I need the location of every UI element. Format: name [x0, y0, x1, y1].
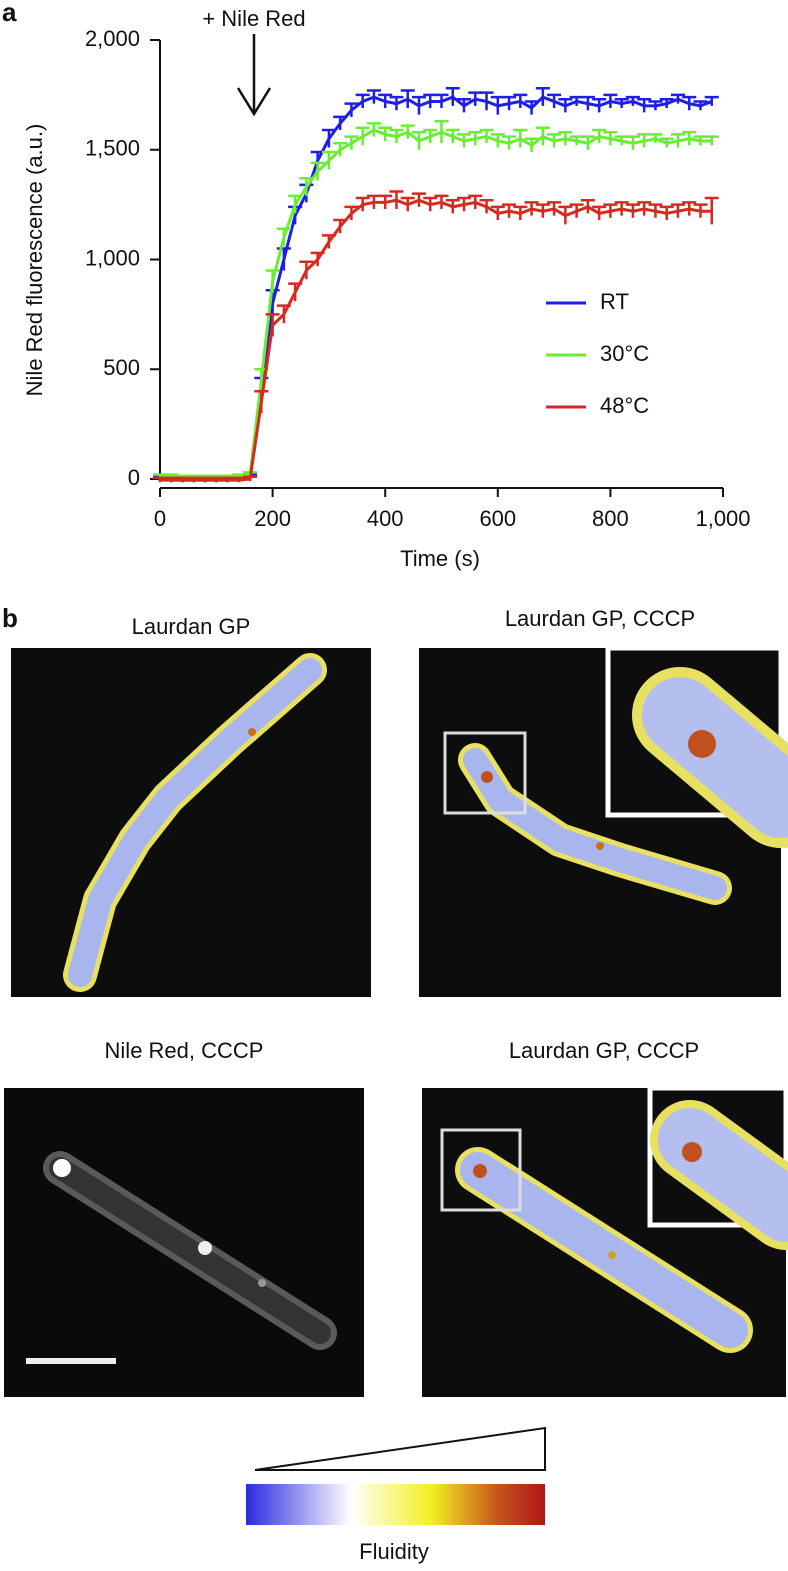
series-line [159, 95, 713, 482]
x-tick-label: 600 [479, 506, 516, 531]
y-axis-label: Nile Red fluorescence (a.u.) [22, 124, 47, 397]
series-line [160, 198, 712, 482]
panel-label: a [2, 0, 17, 27]
legend-label: 48°C [600, 393, 649, 418]
image-title: Laurdan GP, CCCP [509, 1038, 699, 1063]
colorbar-label: Fluidity [359, 1539, 429, 1564]
x-axis-label: Time (s) [400, 546, 480, 571]
colorbar [246, 1484, 545, 1525]
annotation: + Nile Red [202, 6, 305, 31]
image-title: Nile Red, CCCP [105, 1038, 264, 1063]
plot: 0 500 1,000 1,500 2,000 0 200 400 600 800 1,000 RT 3… [85, 26, 751, 531]
micrograph [422, 1085, 788, 1397]
x-tick-label: 200 [254, 506, 291, 531]
y-tick-label: 500 [103, 355, 140, 380]
micrograph [11, 648, 371, 997]
image-title: Laurdan GP [132, 614, 251, 639]
x-tick-label: 800 [592, 506, 629, 531]
x-tick-label: 1,000 [695, 506, 750, 531]
y-tick-label: 1,500 [85, 136, 140, 161]
series-line [160, 128, 712, 480]
x-tick-label: 400 [367, 506, 404, 531]
y-tick-label: 0 [128, 465, 140, 490]
y-tick-label: 1,000 [85, 245, 140, 270]
x-tick-label: 0 [154, 506, 166, 531]
legend-label: 30°C [600, 341, 649, 366]
legend-label: RT [600, 289, 629, 314]
y-tick-label: 2,000 [85, 26, 140, 51]
micrograph [419, 645, 788, 997]
micrograph [4, 1088, 364, 1397]
wedge [254, 1426, 546, 1471]
panel-label: b [2, 603, 18, 633]
image-title: Laurdan GP, CCCP [505, 606, 695, 631]
arrow [236, 34, 272, 117]
